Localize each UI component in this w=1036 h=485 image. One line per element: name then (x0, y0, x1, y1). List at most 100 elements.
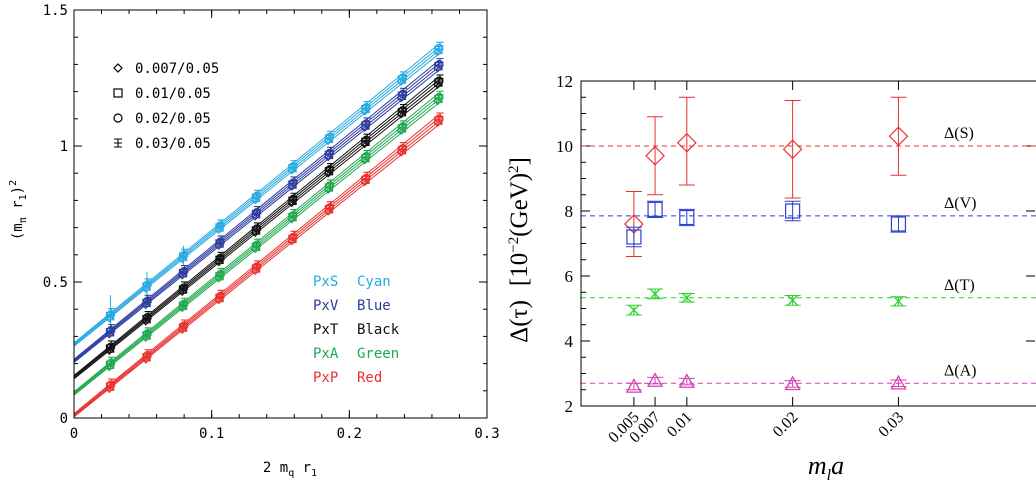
point-PxV (362, 119, 371, 128)
right-x-tick-label: 0.02 (770, 409, 802, 441)
point-Δ(T) (628, 304, 640, 316)
point-PxP (108, 378, 116, 387)
point-PxV (436, 58, 444, 67)
right-y-axis-label: Δ(τ)[10−2(GeV)2] (506, 157, 533, 343)
left-x-tick-label: 0.2 (337, 426, 362, 442)
legend-label: 0.01/0.05 (135, 86, 211, 102)
legend-color-name: Blue (357, 298, 391, 314)
point-PxS (254, 189, 262, 199)
left-legend: 0.007/0.05 0.01/0.05 0.02/0.05 0.03/0.05 PxS… (113, 61, 400, 386)
legend-series-name: PxS (313, 274, 338, 290)
point-PxV (363, 117, 371, 126)
point-PxV (326, 146, 335, 156)
point-PxV (144, 294, 152, 304)
legend-marker-plus (114, 138, 122, 148)
point-PxP (436, 112, 444, 121)
legend-label: 0.007/0.05 (135, 61, 219, 77)
point-PxS (289, 162, 298, 171)
right-y-tick-label: 12 (556, 72, 573, 91)
point-PxS (179, 250, 189, 260)
point-PxV (399, 87, 408, 97)
point-PxT (325, 165, 334, 174)
point-PxT (363, 133, 371, 142)
left-y-tick-label: 0.5 (43, 275, 68, 291)
point-PxT (290, 192, 298, 202)
point-PxS (108, 308, 116, 317)
legend-series-name: PxP (313, 370, 338, 386)
point-PxT (436, 74, 444, 83)
point-Δ(A) (678, 373, 695, 388)
left-x-tick-label: 0.1 (199, 426, 224, 442)
point-PxA (217, 268, 225, 277)
series-label: Δ(A) (944, 362, 977, 379)
point-PxS (399, 71, 408, 80)
point-PxS (436, 41, 444, 51)
point-PxP (399, 142, 408, 151)
point-PxP (325, 203, 334, 212)
point-PxP (143, 351, 152, 360)
point-PxP (252, 262, 262, 271)
right-x-tick-label: 0.03 (875, 409, 907, 441)
point-PxP (435, 114, 444, 123)
point-Δ(A) (784, 375, 801, 391)
point-PxV (398, 89, 407, 99)
point-PxA (106, 358, 116, 368)
point-PxT (143, 312, 152, 322)
point-PxA (216, 270, 225, 279)
right-plot-frame (580, 80, 1036, 407)
left-x-axis-label: 2 mq r1 (263, 460, 317, 479)
left-y-tick-label: 1 (60, 139, 68, 155)
legend-marker-circle (113, 113, 123, 123)
point-Δ(A) (646, 372, 664, 387)
point-PxT (254, 222, 262, 231)
point-PxS (363, 101, 371, 110)
series-label: Δ(S) (944, 125, 974, 142)
point-Δ(S) (645, 145, 665, 166)
point-PxT (252, 224, 262, 233)
point-PxV (217, 235, 225, 244)
point-PxS (398, 73, 407, 82)
point-Δ(T) (892, 295, 904, 307)
point-PxV (216, 237, 225, 246)
legend-color-name: Green (357, 346, 399, 362)
point-PxP (326, 201, 335, 210)
point-PxS (216, 221, 225, 230)
right-x-axis-label: mla (808, 451, 844, 484)
point-PxT (435, 76, 444, 85)
point-PxP (181, 319, 189, 328)
right-data-points (624, 96, 909, 393)
point-PxT (399, 104, 408, 113)
point-PxS (106, 309, 116, 319)
point-PxA (363, 150, 371, 159)
point-PxS (435, 43, 444, 53)
point-PxA (252, 240, 262, 250)
point-PxV (289, 178, 298, 187)
point-Δ(V) (890, 216, 907, 232)
point-PxV (325, 148, 334, 158)
point-PxV (106, 326, 116, 335)
right-y-tick-label: 6 (565, 267, 574, 286)
point-PxA (290, 209, 298, 218)
point-PxA (254, 238, 262, 247)
point-PxA (436, 90, 444, 100)
legend-color-name: Red (357, 370, 382, 386)
point-PxA (398, 122, 407, 131)
point-PxA (181, 297, 189, 306)
point-Δ(T) (649, 288, 661, 300)
point-PxS (362, 102, 371, 112)
point-PxV (181, 265, 189, 274)
point-PxP (217, 289, 225, 299)
point-PxS (290, 160, 298, 169)
point-PxP (362, 173, 371, 183)
right-y-tick-label: 8 (565, 202, 574, 221)
point-PxA (108, 356, 116, 366)
legend-label: 0.03/0.05 (135, 136, 211, 152)
point-PxA (144, 327, 152, 336)
point-PxP (363, 171, 371, 181)
left-x-tick-label: 0 (70, 426, 78, 442)
left-plot-frame (73, 9, 488, 419)
point-PxS (325, 132, 334, 142)
point-PxA (289, 210, 298, 220)
series-label: Δ(V) (944, 195, 977, 212)
right-series-labels: Δ(S) Δ(V) Δ(T) Δ(A) (944, 125, 977, 379)
